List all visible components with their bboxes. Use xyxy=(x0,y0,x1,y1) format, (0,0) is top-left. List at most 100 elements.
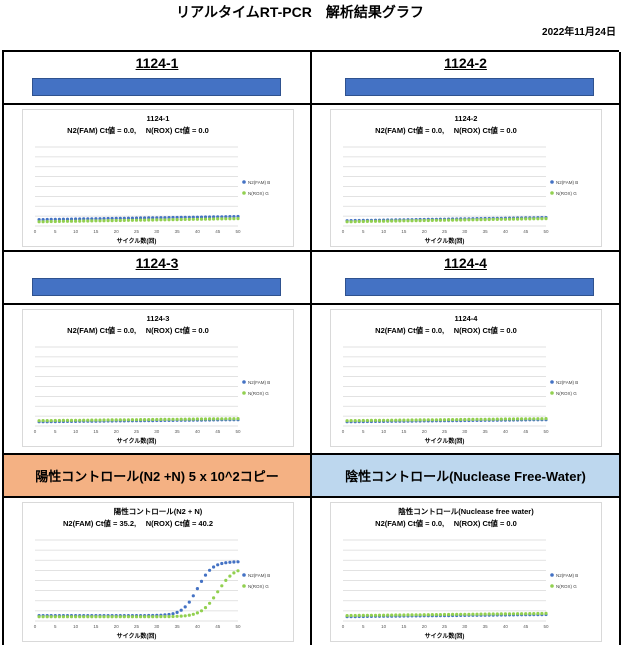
data-point xyxy=(167,218,171,222)
data-point xyxy=(373,613,378,617)
sample-header: 1124-3 xyxy=(135,255,179,271)
data-point xyxy=(53,615,57,619)
data-point xyxy=(365,613,369,617)
data-point xyxy=(37,220,41,224)
x-tick-label: 15 xyxy=(401,429,407,434)
data-point xyxy=(357,419,361,423)
data-point xyxy=(187,600,191,604)
data-point xyxy=(511,612,516,616)
data-point xyxy=(208,568,212,572)
x-tick-label: 30 xyxy=(462,229,468,234)
data-point xyxy=(159,417,163,421)
data-point xyxy=(410,219,414,223)
data-point xyxy=(179,217,183,222)
data-point xyxy=(511,417,516,421)
data-point xyxy=(398,219,402,223)
data-point xyxy=(74,418,78,422)
data-point xyxy=(57,615,62,619)
x-tick-label: 35 xyxy=(483,229,489,234)
data-point xyxy=(94,418,98,422)
data-point xyxy=(199,217,204,221)
data-point xyxy=(159,615,163,619)
data-point xyxy=(106,219,110,223)
sample-color-bar xyxy=(345,78,594,96)
chart-container: 陽性コントロール(N2 + N) N2(FAM) Ct値 = 35.2, N(RO… xyxy=(22,502,294,642)
data-point xyxy=(228,574,232,578)
data-point xyxy=(183,217,187,221)
data-point xyxy=(228,217,232,221)
legend-label: N2(FAM) B xyxy=(248,180,270,185)
data-point xyxy=(191,612,195,616)
data-point xyxy=(61,418,65,422)
data-point xyxy=(236,569,240,573)
data-point xyxy=(236,217,240,221)
data-point xyxy=(483,417,487,421)
data-point xyxy=(520,217,524,221)
x-tick-label: 35 xyxy=(483,429,489,434)
chart-container: 1124-4 N2(FAM) Ct値 = 0.0, N(ROX) Ct値 = 0.… xyxy=(330,309,602,447)
data-point xyxy=(516,612,520,616)
data-point xyxy=(126,418,130,422)
data-point xyxy=(369,418,373,422)
x-tick-label: 45 xyxy=(523,429,529,434)
data-point xyxy=(373,219,378,223)
data-point xyxy=(236,417,240,421)
x-tick-label: 25 xyxy=(134,429,140,434)
data-point xyxy=(53,418,57,423)
legend-marker xyxy=(242,191,246,195)
data-point xyxy=(49,219,53,224)
data-point xyxy=(382,418,386,422)
negative-control-label: 陰性コントロール(Nuclease Free-Water) xyxy=(345,469,586,484)
x-tick-label: 45 xyxy=(523,229,529,234)
data-point xyxy=(365,418,369,423)
data-point xyxy=(455,418,459,422)
data-point xyxy=(74,615,78,619)
data-point xyxy=(163,615,167,619)
data-point xyxy=(471,612,475,616)
data-point xyxy=(195,611,199,615)
data-point xyxy=(349,613,353,618)
legend-label: N2(FAM) B xyxy=(556,573,578,578)
x-axis-label: サイクル数(回) xyxy=(425,632,465,640)
data-point xyxy=(216,563,220,567)
data-point xyxy=(386,613,390,617)
x-tick-label: 0 xyxy=(34,624,37,629)
data-point xyxy=(463,612,467,616)
chart-title: 1124-1 xyxy=(147,114,170,123)
data-point xyxy=(495,612,499,616)
legend-marker xyxy=(550,584,554,588)
legend-label: N(ROX) G xyxy=(556,584,577,589)
data-point xyxy=(203,573,208,577)
data-point xyxy=(41,220,45,224)
data-point xyxy=(57,418,62,423)
chart-title: 1124-3 xyxy=(147,314,170,323)
data-point xyxy=(463,218,467,222)
chart-title: 陽性コントロール(N2 + N) xyxy=(114,506,203,516)
data-point xyxy=(147,615,151,619)
data-point xyxy=(394,613,398,617)
positive-control-label: 陽性コントロール(N2 +N) 5 x 10^2コピー xyxy=(35,469,279,484)
x-tick-label: 5 xyxy=(54,624,57,629)
x-tick-label: 30 xyxy=(154,429,160,434)
data-point xyxy=(69,219,74,223)
data-point xyxy=(187,417,191,421)
data-point xyxy=(438,218,442,222)
data-point xyxy=(134,218,139,222)
data-point xyxy=(90,418,94,422)
data-point xyxy=(418,219,422,223)
data-point xyxy=(106,418,110,422)
data-point xyxy=(532,417,536,421)
data-point xyxy=(442,418,447,422)
legend-label: N2(FAM) B xyxy=(556,380,578,385)
data-point xyxy=(507,217,512,221)
data-point xyxy=(382,613,386,617)
x-tick-label: 35 xyxy=(175,429,181,434)
x-tick-label: 45 xyxy=(215,429,221,434)
x-tick-label: 35 xyxy=(175,624,181,629)
x-tick-label: 45 xyxy=(215,624,221,629)
data-point xyxy=(90,615,94,619)
data-point xyxy=(499,612,503,616)
data-point xyxy=(357,613,361,617)
data-point xyxy=(487,612,491,616)
data-point xyxy=(175,610,179,614)
